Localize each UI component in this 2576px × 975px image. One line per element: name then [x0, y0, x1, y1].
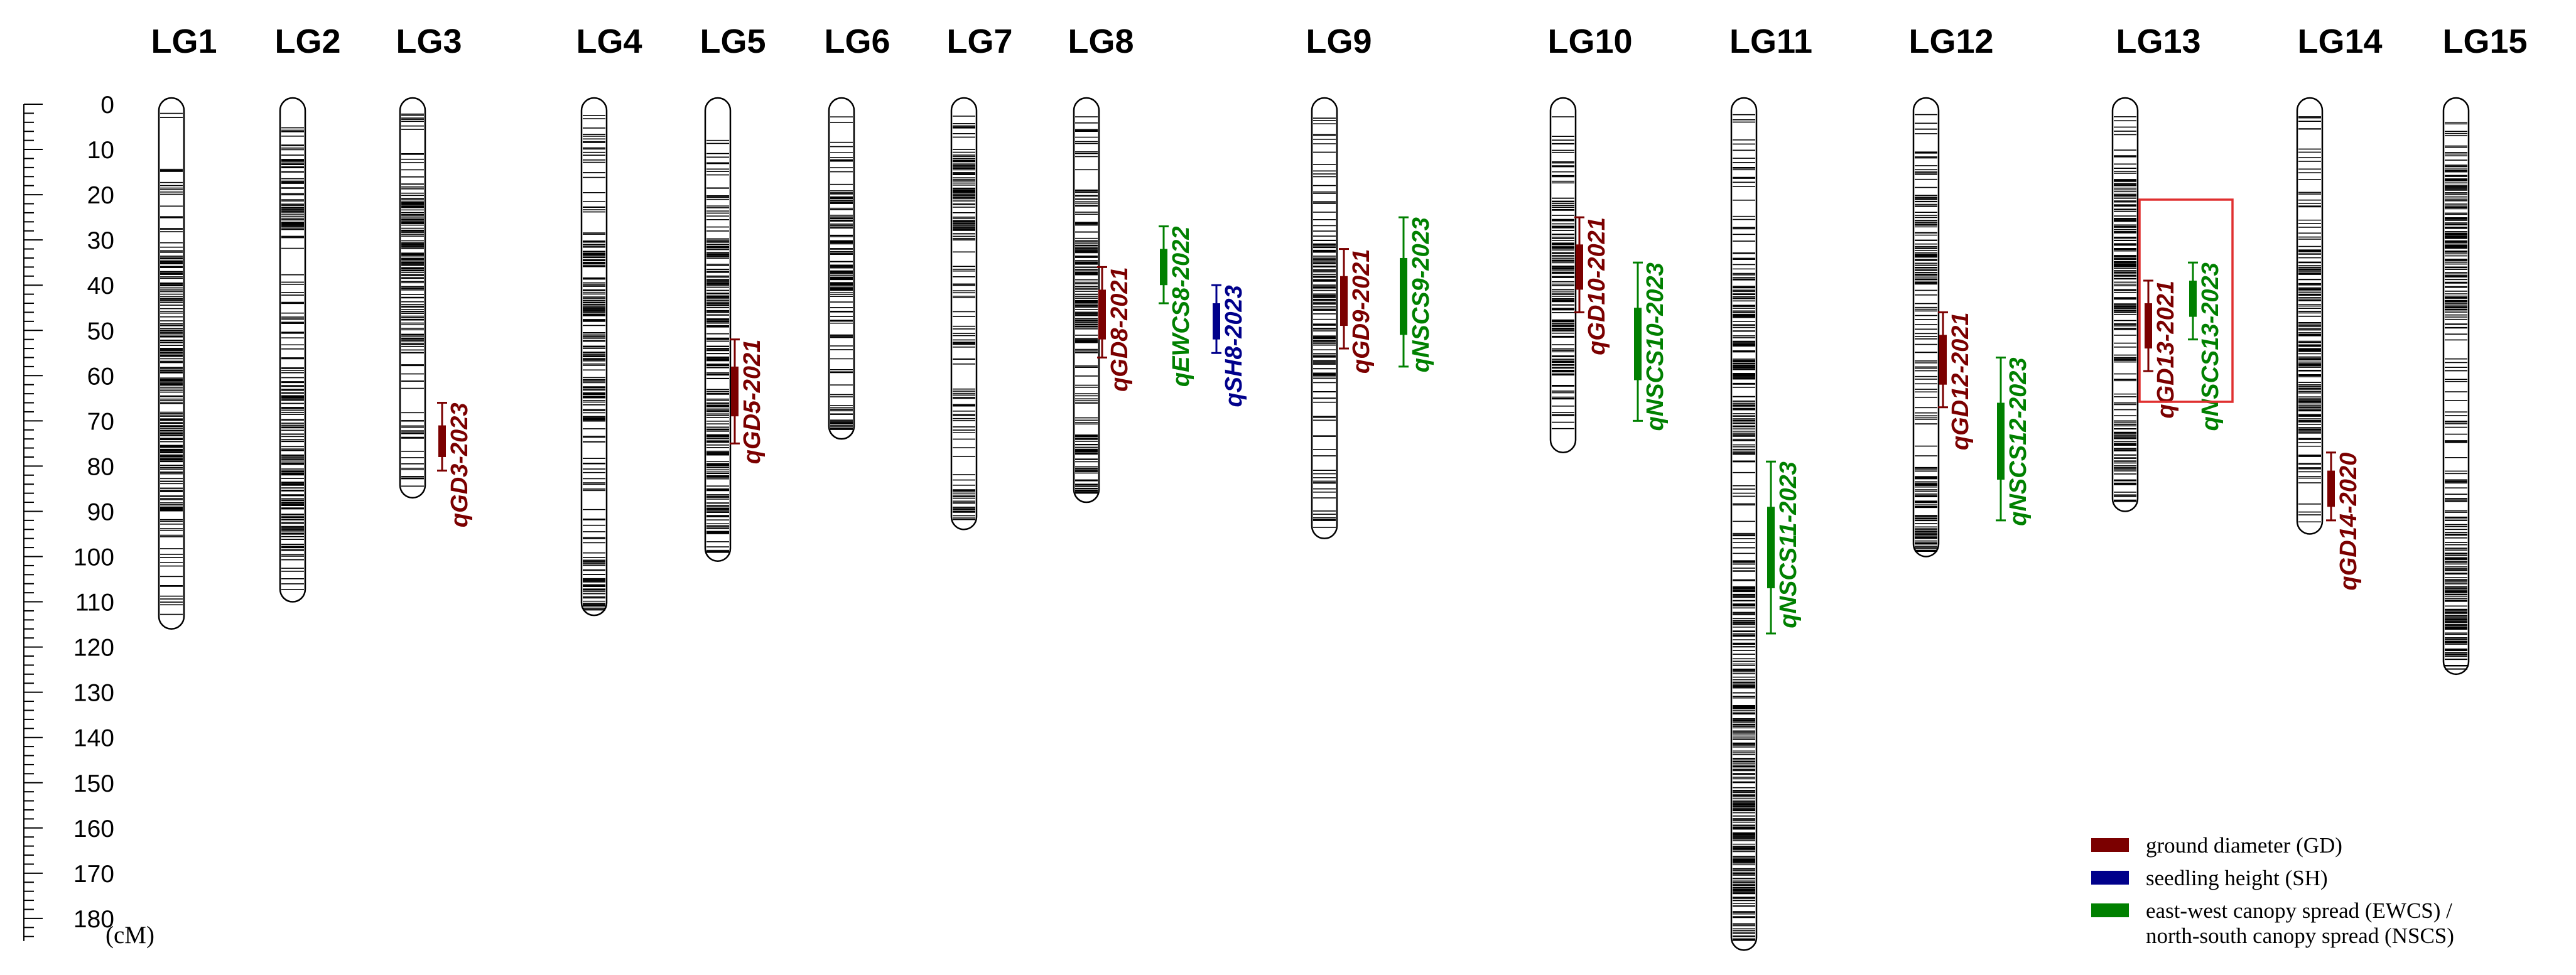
- lg-title: LG8: [1068, 23, 1134, 60]
- legend-swatch: [2091, 838, 2129, 852]
- axis-tick-label: 110: [75, 590, 114, 617]
- legend-text: north-south canopy spread (NSCS): [2146, 924, 2454, 948]
- chromosome-lg7: [950, 97, 978, 531]
- qtl-bar: [1400, 257, 1407, 335]
- axis-tick-label: 160: [73, 816, 114, 843]
- lg-title: LG1: [151, 23, 217, 60]
- chromosome-lg15: [2442, 97, 2470, 676]
- qtl-label: qGD3-2023: [446, 403, 473, 528]
- axis-tick-label: 120: [73, 635, 114, 662]
- qtl-bar: [731, 366, 739, 417]
- axis-tick-label: 40: [87, 272, 114, 299]
- qtl-label: qGD9-2021: [1348, 249, 1375, 374]
- lg-title: LG4: [576, 23, 642, 60]
- lg-title: LG10: [1547, 23, 1632, 60]
- qtl-label: qNSCS12-2023: [2005, 357, 2032, 525]
- axis-tick-label: 70: [87, 408, 114, 435]
- lg-title: LG15: [2442, 23, 2527, 60]
- lg-title: LG12: [1908, 23, 1993, 60]
- qtl-bar: [438, 425, 446, 457]
- qtl-label: qNSCS11-2023: [1775, 461, 1802, 628]
- axis-tick-label: 150: [73, 770, 114, 797]
- lg-title: LG5: [700, 23, 766, 60]
- qtl-label: qSH8-2023: [1221, 285, 1247, 407]
- chromosome-lg6: [828, 97, 855, 440]
- qtl-label: qGD12-2021: [1947, 312, 1974, 450]
- qtl-label: qNSCS9-2023: [1408, 217, 1434, 372]
- qtl-bar: [1098, 289, 1106, 340]
- qtl-bar: [2189, 280, 2197, 317]
- chromosome-lg5: [704, 97, 732, 562]
- lg-title: LG2: [274, 23, 340, 60]
- qtl-bar: [1939, 335, 1947, 385]
- qtl-label: qGD8-2021: [1107, 267, 1133, 392]
- legend-text: seedling height (SH): [2146, 866, 2328, 890]
- qtl-bar: [1634, 308, 1642, 380]
- axis-tick-label: 130: [73, 680, 114, 707]
- axis-tick-label: 0: [100, 92, 114, 119]
- legend-swatch: [2091, 871, 2129, 885]
- axis-tick-label: 90: [87, 498, 114, 525]
- axis-tick-label: 80: [87, 453, 114, 480]
- axis-tick-label: 180: [73, 906, 114, 933]
- qtl-label: qGD14-2020: [2335, 453, 2362, 591]
- axis-tick-label: 20: [87, 182, 114, 209]
- qtl-bar: [2327, 470, 2335, 507]
- qtl-bar: [1340, 276, 1348, 326]
- legend-swatch: [2091, 903, 2129, 917]
- qtl-label: qNSCS10-2023: [1642, 262, 1669, 431]
- axis-tick-label: 140: [73, 725, 114, 752]
- lg-title: LG3: [396, 23, 462, 60]
- legend-text: ground diameter (GD): [2146, 833, 2342, 858]
- qtl-label: qNSCS13-2023: [2197, 262, 2224, 431]
- chromosome-lg12: [1912, 97, 1940, 558]
- lg-title: LG11: [1729, 23, 1812, 60]
- qtl-bar: [1997, 402, 2005, 480]
- legend-text: east-west canopy spread (EWCS) /: [2146, 898, 2452, 923]
- qtl-bar: [1160, 249, 1167, 286]
- axis-tick-label: 100: [73, 544, 114, 571]
- lg-title: LG9: [1306, 23, 1372, 60]
- qtl-label: qGD5-2021: [739, 340, 766, 465]
- lg-title: LG14: [2297, 23, 2382, 60]
- qtl-bar: [1213, 303, 1220, 340]
- qtl-bar: [1576, 244, 1583, 290]
- axis-tick-label: 10: [87, 137, 114, 164]
- lg-title: LG7: [946, 23, 1012, 60]
- axis-unit-label: (cM): [106, 922, 154, 949]
- lg-title: LG13: [2116, 23, 2200, 60]
- qtl-label: qEWCS8-2022: [1168, 227, 1194, 387]
- axis-tick-label: 30: [87, 227, 114, 254]
- axis-tick-label: 60: [87, 363, 114, 390]
- axis-tick-label: 50: [87, 318, 114, 345]
- chromosome-lg1: [158, 97, 185, 630]
- axis-tick-label: 170: [73, 861, 114, 888]
- chromosome-lg9: [1311, 97, 1338, 539]
- qtl-bar: [2145, 303, 2152, 349]
- highlight-box: [2138, 198, 2234, 403]
- lg-title: LG6: [824, 23, 890, 60]
- qtl-bar: [1767, 507, 1775, 588]
- qtl-label: qGD10-2021: [1584, 217, 1610, 355]
- qtl-label: qGD13-2021: [2153, 281, 2179, 419]
